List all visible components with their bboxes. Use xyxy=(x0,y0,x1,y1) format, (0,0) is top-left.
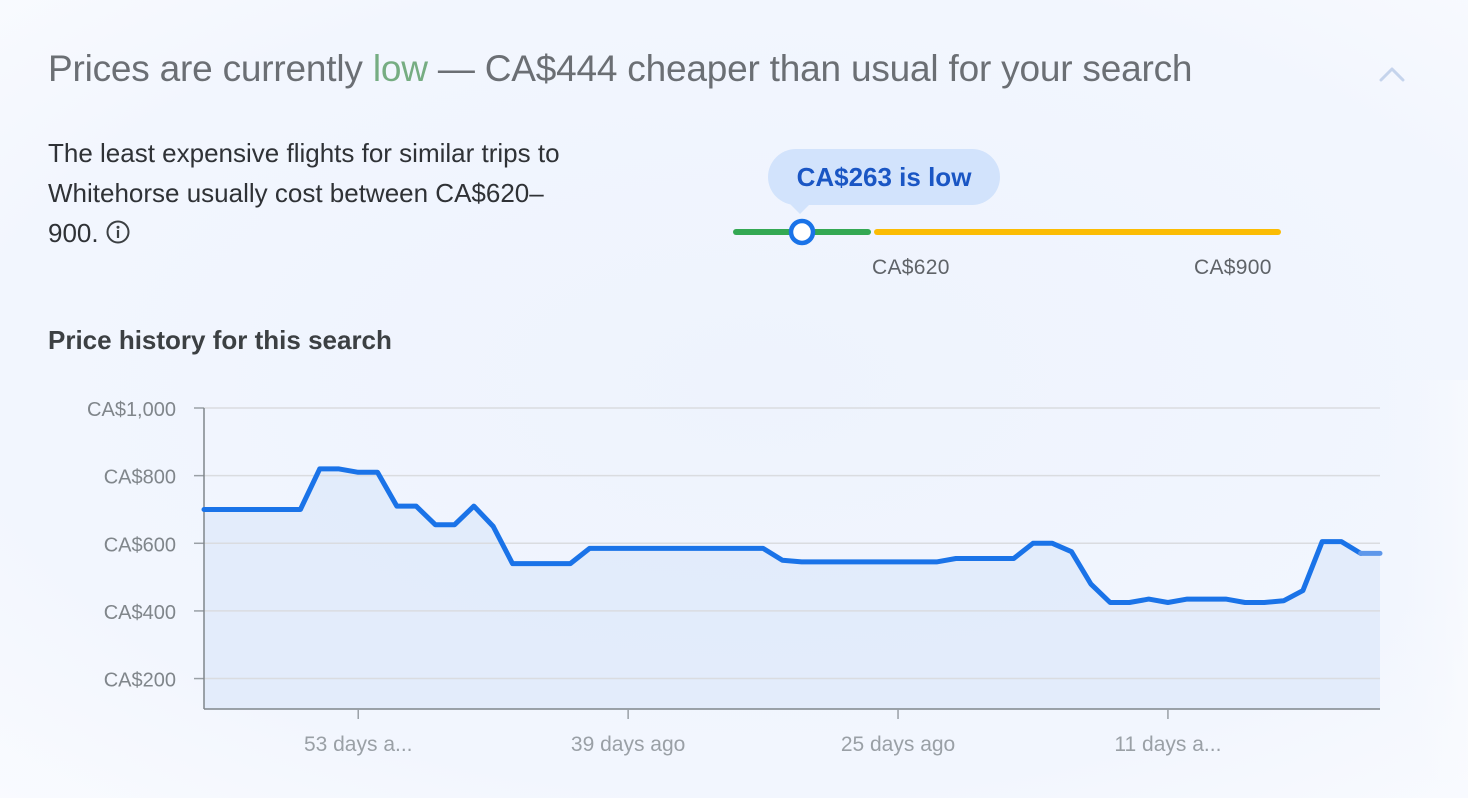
y-tick-label: CA$600 xyxy=(104,534,176,556)
y-tick-label: CA$400 xyxy=(104,602,176,624)
low-threshold-label: CA$620 xyxy=(872,256,950,279)
current-price-marker xyxy=(788,218,816,246)
info-icon[interactable] xyxy=(105,216,131,256)
headline-suffix: — CA$444 cheaper than usual for your sea… xyxy=(437,48,1193,89)
typical-price-description: The least expensive flights for similar … xyxy=(48,133,568,256)
price-area-fill xyxy=(204,468,1380,709)
chevron-up-icon xyxy=(1379,67,1405,82)
y-tick-label: CA$800 xyxy=(104,467,176,489)
price-status-headline: Prices are currently low — CA$444 cheape… xyxy=(48,48,1192,90)
description-text: The least expensive flights for similar … xyxy=(48,138,560,248)
price-history-chart: CA$200 CA$400 CA$600 CA$800 CA$1,000 53 days … xyxy=(87,380,1468,780)
high-threshold-label: CA$900 xyxy=(1194,256,1272,279)
current-price-badge: CA$263 is low xyxy=(768,149,1000,205)
y-tick-label: CA$200 xyxy=(104,670,176,692)
price-history-title: Price history for this search xyxy=(48,325,392,355)
chart-edge-fade xyxy=(1336,380,1468,780)
y-tick-label: CA$1,000 xyxy=(87,399,176,421)
x-tick-label: 11 days a... xyxy=(1114,733,1221,756)
x-tick-label: 53 days a... xyxy=(304,733,413,756)
x-tick-label: 39 days ago xyxy=(571,733,685,756)
headline-prefix: Prices are currently xyxy=(48,48,363,89)
x-tick-label: 25 days ago xyxy=(841,733,955,756)
price-level-status: low xyxy=(372,48,428,89)
price-history-line xyxy=(201,466,1364,605)
current-price-badge-text: CA$263 is low xyxy=(796,161,972,192)
collapse-button[interactable] xyxy=(1374,58,1410,90)
price-range-bar xyxy=(733,218,1421,246)
badge-pointer xyxy=(789,203,811,214)
